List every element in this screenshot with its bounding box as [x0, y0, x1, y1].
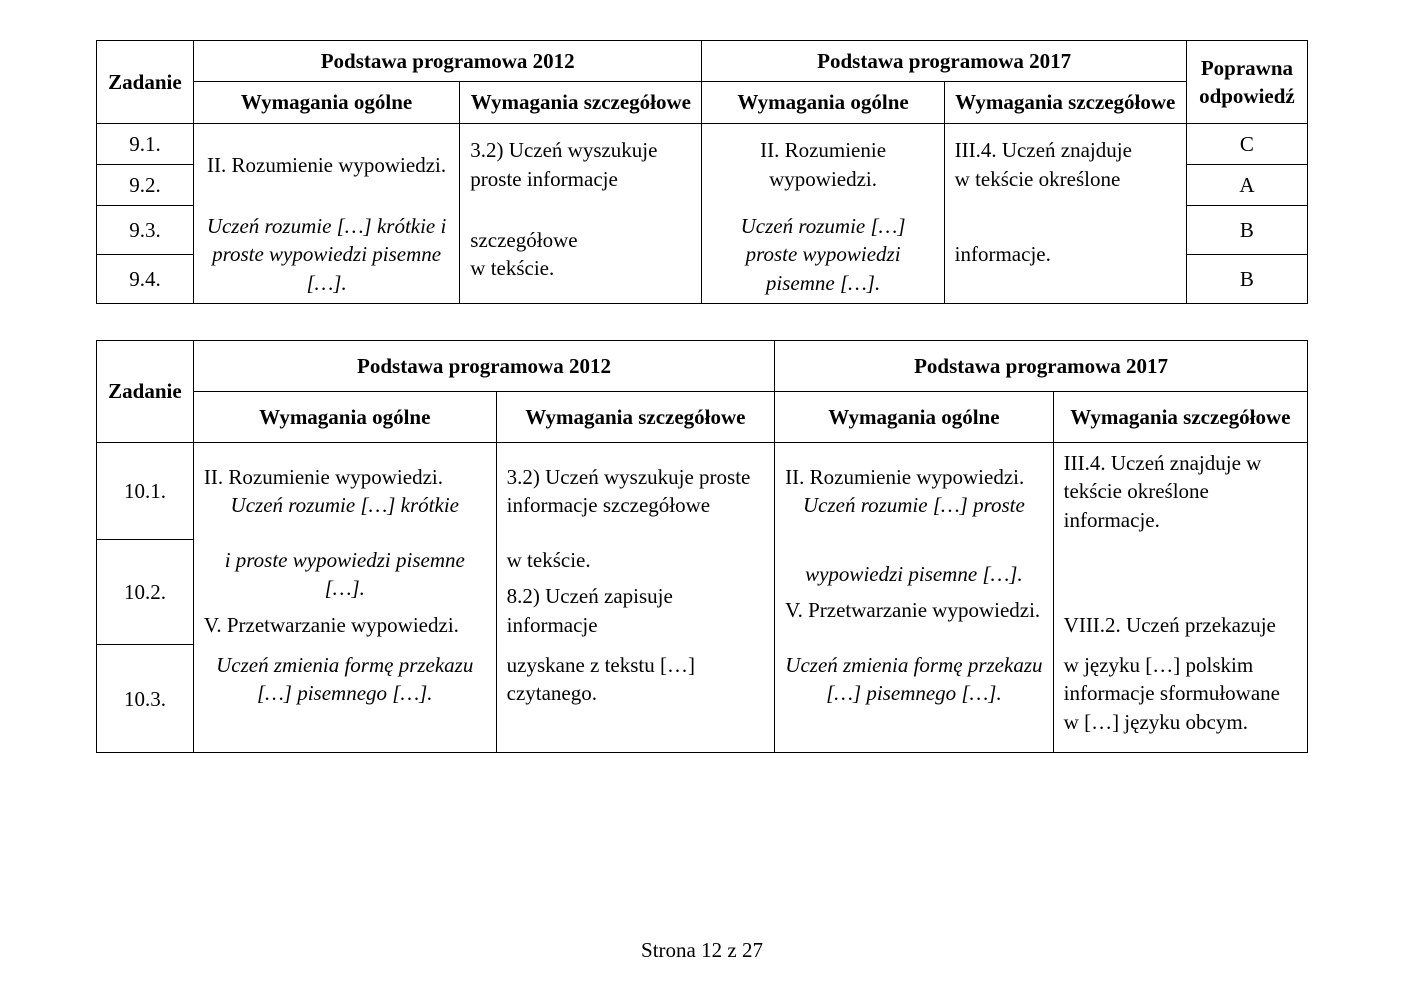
answer-cell: A — [1186, 165, 1307, 206]
wo2012-line: II. Rozumienie wypowiedzi. — [204, 463, 486, 491]
header-wo-2012: Wymagania ogólne — [193, 82, 459, 123]
wo2017-italic: Uczeń rozumie […] proste wypowiedzi pise… — [702, 206, 944, 304]
ws2017-cell: III.4. Uczeń znajduje w tekście określon… — [1053, 442, 1307, 540]
table-2: Zadanie Podstawa programowa 2012 Podstaw… — [96, 340, 1308, 754]
task-cell: 10.3. — [97, 645, 194, 753]
wo2012: II. Rozumienie wypowiedzi. — [193, 123, 459, 206]
task-cell: 10.1. — [97, 442, 194, 540]
table-row: Wymagania ogólne Wymagania szczegółowe W… — [97, 82, 1308, 123]
table-row: Zadanie Podstawa programowa 2012 Podstaw… — [97, 340, 1308, 391]
wo2012-italic: Uczeń rozumie […] krótkie — [204, 491, 486, 519]
wo2012-cell: Uczeń zmienia formę przekazu […] pisemne… — [193, 645, 496, 753]
ws2017-line3: informacje. — [955, 240, 1176, 268]
header-wo-2017: Wymagania ogólne — [775, 391, 1054, 442]
wo2017-line1: II. Rozumienie wypowiedzi. — [712, 136, 933, 193]
ws2017: III.4. Uczeń znajduje w tekście określon… — [944, 123, 1186, 206]
wo2017-line: V. Przetwarzanie wypowiedzi. — [785, 596, 1043, 624]
task-cell: 9.1. — [97, 123, 194, 164]
wo2012-italic: Uczeń rozumie […] krótkie i proste wypow… — [193, 206, 459, 304]
header-ws-2012: Wymagania szczegółowe — [460, 82, 702, 123]
ws2012-cell: uzyskane z tekstu […] czytanego. — [496, 645, 775, 753]
header-ws-2012: Wymagania szczegółowe — [496, 391, 775, 442]
header-ws-2017: Wymagania szczegółowe — [944, 82, 1186, 123]
header-poprawna: Poprawna odpowiedź — [1186, 41, 1307, 124]
table-row: 10.3. Uczeń zmienia formę przekazu […] p… — [97, 645, 1308, 753]
wo2017-italic: wypowiedzi pisemne […]. — [785, 560, 1043, 588]
table-row: 9.3. Uczeń rozumie […] krótkie i proste … — [97, 206, 1308, 255]
table-row: Wymagania ogólne Wymagania szczegółowe W… — [97, 391, 1308, 442]
wo2017-cell: wypowiedzi pisemne […]. V. Przetwarzanie… — [775, 540, 1054, 645]
header-pp2017: Podstawa programowa 2017 — [775, 340, 1308, 391]
ws2017-cell: w języku […] polskim informacje sformuło… — [1053, 645, 1307, 753]
wo2012-cell: II. Rozumienie wypowiedzi. Uczeń rozumie… — [193, 442, 496, 540]
ws2012-line2: szczegółowe — [470, 226, 691, 254]
header-wo-2012: Wymagania ogólne — [193, 391, 496, 442]
wo2017-cell: Uczeń zmienia formę przekazu […] pisemne… — [775, 645, 1054, 753]
wo2012-line1: II. Rozumienie wypowiedzi. — [204, 151, 449, 179]
header-zadanie: Zadanie — [97, 340, 194, 442]
header-ws-2017: Wymagania szczegółowe — [1053, 391, 1307, 442]
ws2012-rest: szczegółowe w tekście. — [460, 206, 702, 304]
header-pp2017: Podstawa programowa 2017 — [702, 41, 1186, 82]
ws2012-line1: w tekście. — [507, 546, 765, 574]
ws2012-cell: 3.2) Uczeń wyszukuje proste informacje s… — [496, 442, 775, 540]
header-wo-2017: Wymagania ogólne — [702, 82, 944, 123]
ws2012-line2: 8.2) Uczeń zapisuje informacje — [507, 582, 765, 639]
answer-cell: B — [1186, 255, 1307, 304]
wo2012-line: V. Przetwarzanie wypowiedzi. — [204, 611, 486, 639]
ws2017-line1: III.4. Uczeń znajduje — [955, 136, 1176, 164]
table-row: 10.2. i proste wypowiedzi pisemne […]. V… — [97, 540, 1308, 645]
header-pp2012: Podstawa programowa 2012 — [193, 340, 774, 391]
ws2017-cell: VIII.2. Uczeń przekazuje — [1053, 540, 1307, 645]
ws2012-line1: 3.2) Uczeń wyszukuje proste informacje — [470, 136, 691, 193]
table-1: Zadanie Podstawa programowa 2012 Podstaw… — [96, 40, 1308, 304]
wo2017: II. Rozumienie wypowiedzi. — [702, 123, 944, 206]
wo2012-italic: i proste wypowiedzi pisemne […]. — [204, 546, 486, 603]
task-cell: 9.2. — [97, 165, 194, 206]
ws2017-line2: w tekście określone — [955, 165, 1176, 193]
header-pp2012: Podstawa programowa 2012 — [193, 41, 702, 82]
wo2017-line: II. Rozumienie wypowiedzi. — [785, 463, 1043, 491]
table-row: 9.1. II. Rozumienie wypowiedzi. 3.2) Ucz… — [97, 123, 1308, 164]
task-cell: 10.2. — [97, 540, 194, 645]
wo2012-cell: i proste wypowiedzi pisemne […]. V. Prze… — [193, 540, 496, 645]
ws2012: 3.2) Uczeń wyszukuje proste informacje — [460, 123, 702, 206]
ws2012-line3: w tekście. — [470, 254, 691, 282]
task-cell: 9.4. — [97, 255, 194, 304]
table-row: 10.1. II. Rozumienie wypowiedzi. Uczeń r… — [97, 442, 1308, 540]
page-footer: Strona 12 z 27 — [0, 938, 1404, 963]
answer-cell: B — [1186, 206, 1307, 255]
ws2017-rest: informacje. — [944, 206, 1186, 304]
wo2017-italic: Uczeń rozumie […] proste — [785, 491, 1043, 519]
ws2012-cell: w tekście. 8.2) Uczeń zapisuje informacj… — [496, 540, 775, 645]
wo2017-cell: II. Rozumienie wypowiedzi. Uczeń rozumie… — [775, 442, 1054, 540]
task-cell: 9.3. — [97, 206, 194, 255]
answer-cell: C — [1186, 123, 1307, 164]
header-zadanie: Zadanie — [97, 41, 194, 124]
table-row: Zadanie Podstawa programowa 2012 Podstaw… — [97, 41, 1308, 82]
